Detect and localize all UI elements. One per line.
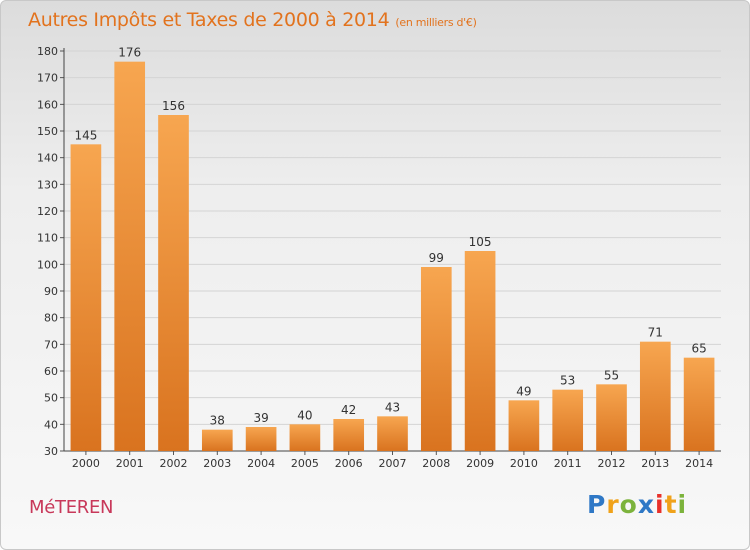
y-tick-label: 60 [44,365,58,378]
y-tick-label: 100 [37,258,58,271]
data-label: 105 [469,235,492,249]
y-tick-label: 160 [37,98,58,111]
data-label: 176 [118,46,141,60]
data-label: 43 [385,400,400,414]
y-tick-label: 70 [44,338,58,351]
bar [70,144,102,452]
x-tick-label: 2008 [422,457,450,470]
bar [639,341,671,451]
bar [245,427,277,451]
logo-letter: r [606,490,620,519]
bar [508,400,540,451]
y-tick-label: 90 [44,285,58,298]
x-tick-label: 2014 [685,457,713,470]
x-tick-label: 2013 [641,457,669,470]
bar [333,419,365,451]
bar [114,61,146,452]
x-tick-label: 2011 [554,457,582,470]
y-tick-label: 110 [37,232,58,245]
x-tick-label: 2005 [291,457,319,470]
data-label: 65 [691,342,706,356]
city-name: MéTEREN [29,497,114,518]
data-label: 39 [253,411,268,425]
data-label: 40 [297,408,312,422]
chart-title-unit: (en milliers d'€) [395,16,477,29]
x-tick-label: 2000 [72,457,100,470]
y-tick-label: 140 [37,152,58,165]
y-tick-label: 170 [37,72,58,85]
data-label: 145 [74,128,97,142]
bar [158,115,189,451]
bar [596,384,627,451]
logo-letter: x [637,490,655,519]
y-tick-label: 120 [37,205,58,218]
y-tick-label: 50 [44,392,58,405]
y-tick-label: 30 [44,445,58,458]
bar [289,424,321,451]
bars [70,61,715,452]
y-tick-label: 180 [37,45,58,58]
x-tick-label: 2012 [598,457,626,470]
logo-letter: P [587,490,607,519]
data-label: 156 [162,99,185,113]
x-tick-label: 2006 [335,457,363,470]
data-label: 49 [516,384,531,398]
logo-letter: o [619,490,638,519]
data-label: 53 [560,374,575,388]
chart-title: Autres Impôts et Taxes de 2000 à 2014 (en… [28,9,477,31]
x-tick-label: 2007 [379,457,407,470]
bar [377,416,408,451]
data-label: 99 [429,251,444,265]
data-label: 55 [604,368,619,382]
y-tick-label: 130 [37,178,58,191]
y-tick-label: 150 [37,125,58,138]
bar [683,357,715,451]
data-label: 71 [648,326,663,340]
x-tick-label: 2001 [116,457,144,470]
logo-letter: i [677,490,688,519]
y-tick-label: 80 [44,312,58,325]
bar [552,389,584,451]
x-tick-label: 2003 [203,457,231,470]
x-tick-label: 2002 [160,457,188,470]
x-tick-label: 2009 [466,457,494,470]
labels: 30 40 50 60 70 80 90 100 110 120 130 140 150 160 170 18… [37,45,713,470]
logo-letter: i [655,490,665,519]
x-tick-label: 2004 [247,457,275,470]
y-tick-label: 40 [44,418,58,431]
chart-title-main: Autres Impôts et Taxes de 2000 à 2014 [28,9,390,31]
x-tick-label: 2010 [510,457,538,470]
bar [201,429,233,451]
data-label: 38 [210,414,225,428]
bar [464,251,496,451]
bar [420,267,452,451]
logo-letter: t [664,490,678,519]
proxiti-logo: Proxiti [587,490,687,519]
data-label: 42 [341,403,356,417]
